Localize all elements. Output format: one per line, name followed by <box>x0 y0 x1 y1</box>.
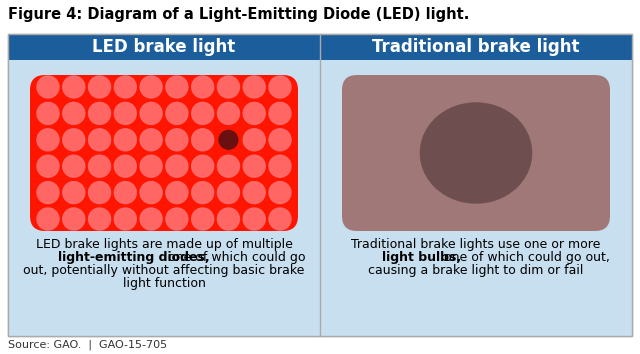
Circle shape <box>166 182 188 204</box>
Circle shape <box>115 129 136 151</box>
Circle shape <box>243 208 265 230</box>
Circle shape <box>63 76 84 98</box>
Text: out, potentially without affecting basic brake: out, potentially without affecting basic… <box>23 264 305 277</box>
Circle shape <box>140 129 162 151</box>
Circle shape <box>63 129 84 151</box>
Circle shape <box>243 129 265 151</box>
Circle shape <box>63 155 84 177</box>
Circle shape <box>218 208 239 230</box>
Circle shape <box>37 129 59 151</box>
Circle shape <box>269 129 291 151</box>
Circle shape <box>218 76 239 98</box>
Circle shape <box>218 182 239 204</box>
Circle shape <box>115 102 136 124</box>
FancyBboxPatch shape <box>320 34 632 336</box>
Circle shape <box>269 76 291 98</box>
Circle shape <box>243 102 265 124</box>
Circle shape <box>37 102 59 124</box>
Text: causing a brake light to dim or fail: causing a brake light to dim or fail <box>368 264 584 277</box>
Circle shape <box>63 208 84 230</box>
Text: light bulbs,: light bulbs, <box>383 251 461 264</box>
Circle shape <box>37 182 59 204</box>
Circle shape <box>88 76 111 98</box>
Text: one of which could go out,: one of which could go out, <box>440 251 610 264</box>
Ellipse shape <box>420 102 532 204</box>
Circle shape <box>219 131 238 149</box>
Circle shape <box>88 129 111 151</box>
Text: light-emitting diodes,: light-emitting diodes, <box>58 251 210 264</box>
Circle shape <box>269 182 291 204</box>
Circle shape <box>88 208 111 230</box>
Text: light function: light function <box>123 277 205 290</box>
Circle shape <box>243 76 265 98</box>
Circle shape <box>166 129 188 151</box>
FancyBboxPatch shape <box>342 75 610 231</box>
Circle shape <box>63 102 84 124</box>
Circle shape <box>115 76 136 98</box>
Circle shape <box>140 102 162 124</box>
Text: Source: GAO.  |  GAO-15-705: Source: GAO. | GAO-15-705 <box>8 340 167 350</box>
Circle shape <box>243 182 265 204</box>
Circle shape <box>191 129 214 151</box>
FancyBboxPatch shape <box>8 34 320 60</box>
Circle shape <box>88 155 111 177</box>
Circle shape <box>140 208 162 230</box>
Text: LED brake light: LED brake light <box>92 38 236 56</box>
FancyBboxPatch shape <box>8 34 632 336</box>
Circle shape <box>191 102 214 124</box>
Circle shape <box>269 208 291 230</box>
Text: Traditional brake light: Traditional brake light <box>372 38 580 56</box>
Circle shape <box>115 182 136 204</box>
Circle shape <box>166 102 188 124</box>
FancyBboxPatch shape <box>320 34 632 60</box>
FancyBboxPatch shape <box>8 34 320 336</box>
Circle shape <box>140 155 162 177</box>
Circle shape <box>88 102 111 124</box>
Circle shape <box>269 155 291 177</box>
Text: Traditional brake lights use one or more: Traditional brake lights use one or more <box>351 238 601 251</box>
Circle shape <box>218 102 239 124</box>
Circle shape <box>191 208 214 230</box>
Circle shape <box>166 208 188 230</box>
Text: LED brake lights are made up of multiple: LED brake lights are made up of multiple <box>36 238 292 251</box>
Circle shape <box>115 208 136 230</box>
Circle shape <box>191 182 214 204</box>
Circle shape <box>37 155 59 177</box>
Text: Figure 4: Diagram of a Light-Emitting Diode (LED) light.: Figure 4: Diagram of a Light-Emitting Di… <box>8 7 469 22</box>
Circle shape <box>140 182 162 204</box>
Circle shape <box>37 76 59 98</box>
FancyBboxPatch shape <box>30 75 298 231</box>
Circle shape <box>191 76 214 98</box>
Circle shape <box>37 208 59 230</box>
Circle shape <box>140 76 162 98</box>
Circle shape <box>166 155 188 177</box>
Circle shape <box>88 182 111 204</box>
Text: one of which could go: one of which could go <box>164 251 305 264</box>
Circle shape <box>191 155 214 177</box>
Circle shape <box>63 182 84 204</box>
Circle shape <box>218 155 239 177</box>
Circle shape <box>243 155 265 177</box>
Circle shape <box>269 102 291 124</box>
Circle shape <box>166 76 188 98</box>
Circle shape <box>115 155 136 177</box>
